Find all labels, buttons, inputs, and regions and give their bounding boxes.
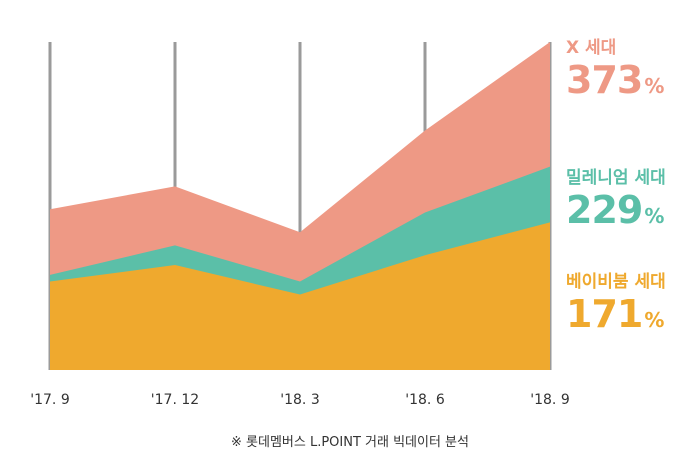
legend-label-x-generation: X 세대 — [566, 38, 617, 58]
growth-unit-babyboom: % — [644, 308, 664, 332]
x-tick-label-4: '18. 9 — [530, 392, 569, 408]
growth-unit-millennial: % — [644, 204, 664, 228]
growth-value-babyboom: 171 — [566, 292, 643, 336]
area-series-2 — [50, 222, 550, 370]
x-tick-label-0: '17. 9 — [30, 392, 69, 408]
legend-label-babyboom: 베이비붐 세대 — [566, 272, 666, 292]
legend-growth-millennial: 229% — [566, 188, 666, 238]
x-axis-ticks: '17. 9 '17. 12 '18. 3 '18. 6 '18. 9 — [30, 392, 569, 408]
legend-babyboom: 베이비붐 세대 171% — [566, 272, 666, 342]
growth-unit-x-generation: % — [644, 74, 664, 98]
area-series — [50, 42, 550, 370]
x-tick-label-1: '17. 12 — [151, 392, 199, 408]
legend-growth-x-generation: 373% — [566, 58, 664, 108]
x-tick-label-2: '18. 3 — [280, 392, 319, 408]
x-tick-label-3: '18. 6 — [405, 392, 445, 408]
legend-growth-babyboom: 171% — [566, 292, 666, 342]
legend-millennial: 밀레니엄 세대 229% — [566, 168, 666, 238]
growth-value-millennial: 229 — [566, 188, 643, 232]
source-note: ※ 롯데멤버스 L.POINT 거래 빅데이터 분석 — [231, 435, 469, 450]
growth-value-x-generation: 373 — [566, 58, 643, 102]
legend-x-generation: X 세대 373% — [566, 38, 664, 108]
legend-label-millennial: 밀레니엄 세대 — [566, 168, 666, 188]
